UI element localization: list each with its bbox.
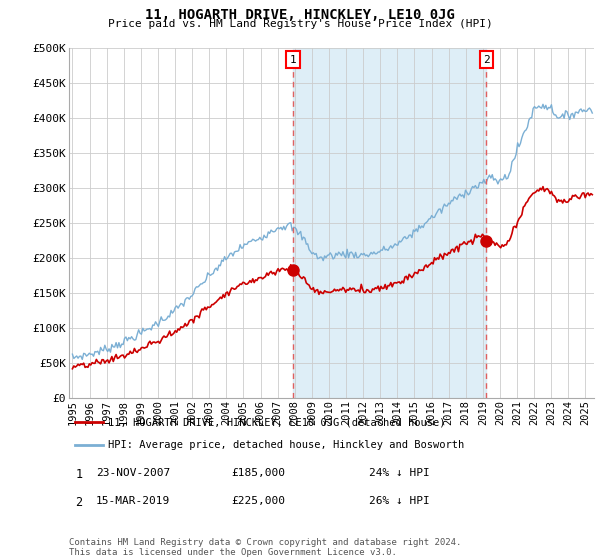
- Text: 11, HOGARTH DRIVE, HINCKLEY, LE10 0JG (detached house): 11, HOGARTH DRIVE, HINCKLEY, LE10 0JG (d…: [109, 417, 446, 427]
- Text: 26% ↓ HPI: 26% ↓ HPI: [369, 496, 430, 506]
- Text: 24% ↓ HPI: 24% ↓ HPI: [369, 468, 430, 478]
- Text: 23-NOV-2007: 23-NOV-2007: [96, 468, 170, 478]
- Text: 15-MAR-2019: 15-MAR-2019: [96, 496, 170, 506]
- Text: HPI: Average price, detached house, Hinckley and Bosworth: HPI: Average price, detached house, Hinc…: [109, 440, 464, 450]
- Text: Contains HM Land Registry data © Crown copyright and database right 2024.
This d: Contains HM Land Registry data © Crown c…: [69, 538, 461, 557]
- Text: 1: 1: [76, 468, 82, 480]
- Text: 1: 1: [290, 55, 296, 64]
- Text: £185,000: £185,000: [231, 468, 285, 478]
- Text: £225,000: £225,000: [231, 496, 285, 506]
- Text: 2: 2: [76, 496, 82, 508]
- Text: Price paid vs. HM Land Registry's House Price Index (HPI): Price paid vs. HM Land Registry's House …: [107, 19, 493, 29]
- Bar: [293, 48, 486, 398]
- Text: 11, HOGARTH DRIVE, HINCKLEY, LE10 0JG: 11, HOGARTH DRIVE, HINCKLEY, LE10 0JG: [145, 8, 455, 22]
- Text: 2: 2: [483, 55, 490, 64]
